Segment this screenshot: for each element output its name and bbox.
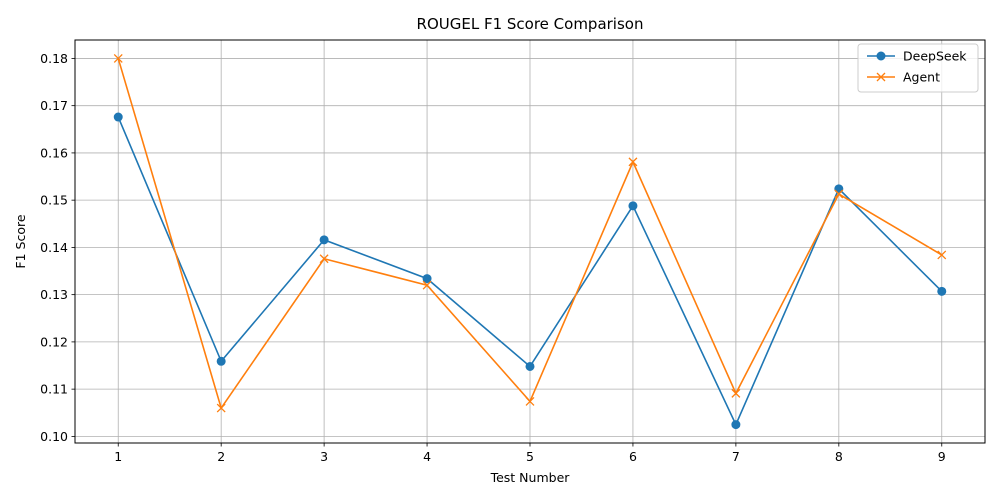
grid — [75, 40, 985, 443]
agent-point — [628, 157, 638, 167]
axis-ticks: 1 2 3 4 5 6 7 8 9 0.10 0.11 0.12 0.13 0.14 0.15 0.16 0.1… — [40, 51, 946, 464]
x-tick-label: 9 — [938, 449, 946, 464]
deepseek-point — [422, 274, 432, 284]
y-tick-label: 0.15 — [40, 193, 68, 208]
x-tick-label: 8 — [835, 449, 843, 464]
x-tick-label: 3 — [320, 449, 328, 464]
deepseek-point — [319, 235, 329, 245]
deepseek-point — [216, 356, 226, 366]
deepseek-point — [525, 361, 535, 371]
x-axis-title: Test Number — [490, 470, 571, 485]
x-tick-label: 7 — [732, 449, 740, 464]
agent-point — [216, 403, 226, 413]
deepseek-point — [834, 184, 844, 194]
x-tick-label: 4 — [423, 449, 431, 464]
x-tick-label: 5 — [526, 449, 534, 464]
x-tick-label: 2 — [217, 449, 225, 464]
agent-point — [937, 250, 947, 260]
deepseek-point — [937, 286, 947, 296]
legend-agent-marker — [876, 72, 886, 82]
y-tick-label: 0.14 — [40, 240, 68, 255]
series-layer — [113, 53, 947, 430]
y-tick-label: 0.11 — [40, 382, 68, 397]
y-tick-label: 0.10 — [40, 429, 68, 444]
y-tick-label: 0.16 — [40, 145, 68, 160]
agent-point — [731, 388, 741, 398]
deepseek-series — [113, 112, 947, 430]
agent-point — [525, 396, 535, 406]
deepseek-point — [113, 112, 123, 122]
deepseek-point — [628, 201, 638, 211]
y-tick-label: 0.12 — [40, 334, 68, 349]
agent-point — [319, 254, 329, 264]
chart-title: ROUGEL F1 Score Comparison — [417, 15, 644, 33]
y-tick-label: 0.13 — [40, 287, 68, 302]
y-tick-label: 0.18 — [40, 51, 68, 66]
legend-agent-label: Agent — [903, 70, 940, 85]
agent-point — [834, 189, 844, 199]
legend-deepseek-label: DeepSeek — [903, 49, 967, 64]
agent-series — [113, 53, 947, 413]
legend: DeepSeek Agent — [857, 43, 979, 93]
y-tick-label: 0.17 — [40, 98, 68, 113]
deepseek-point — [731, 420, 741, 430]
x-tick-label: 6 — [629, 449, 637, 464]
legend-deepseek-marker — [876, 51, 886, 61]
y-axis-title: F1 Score — [13, 214, 28, 268]
agent-point — [422, 280, 432, 290]
x-tick-label: 1 — [114, 449, 122, 464]
agent-point — [113, 53, 123, 63]
